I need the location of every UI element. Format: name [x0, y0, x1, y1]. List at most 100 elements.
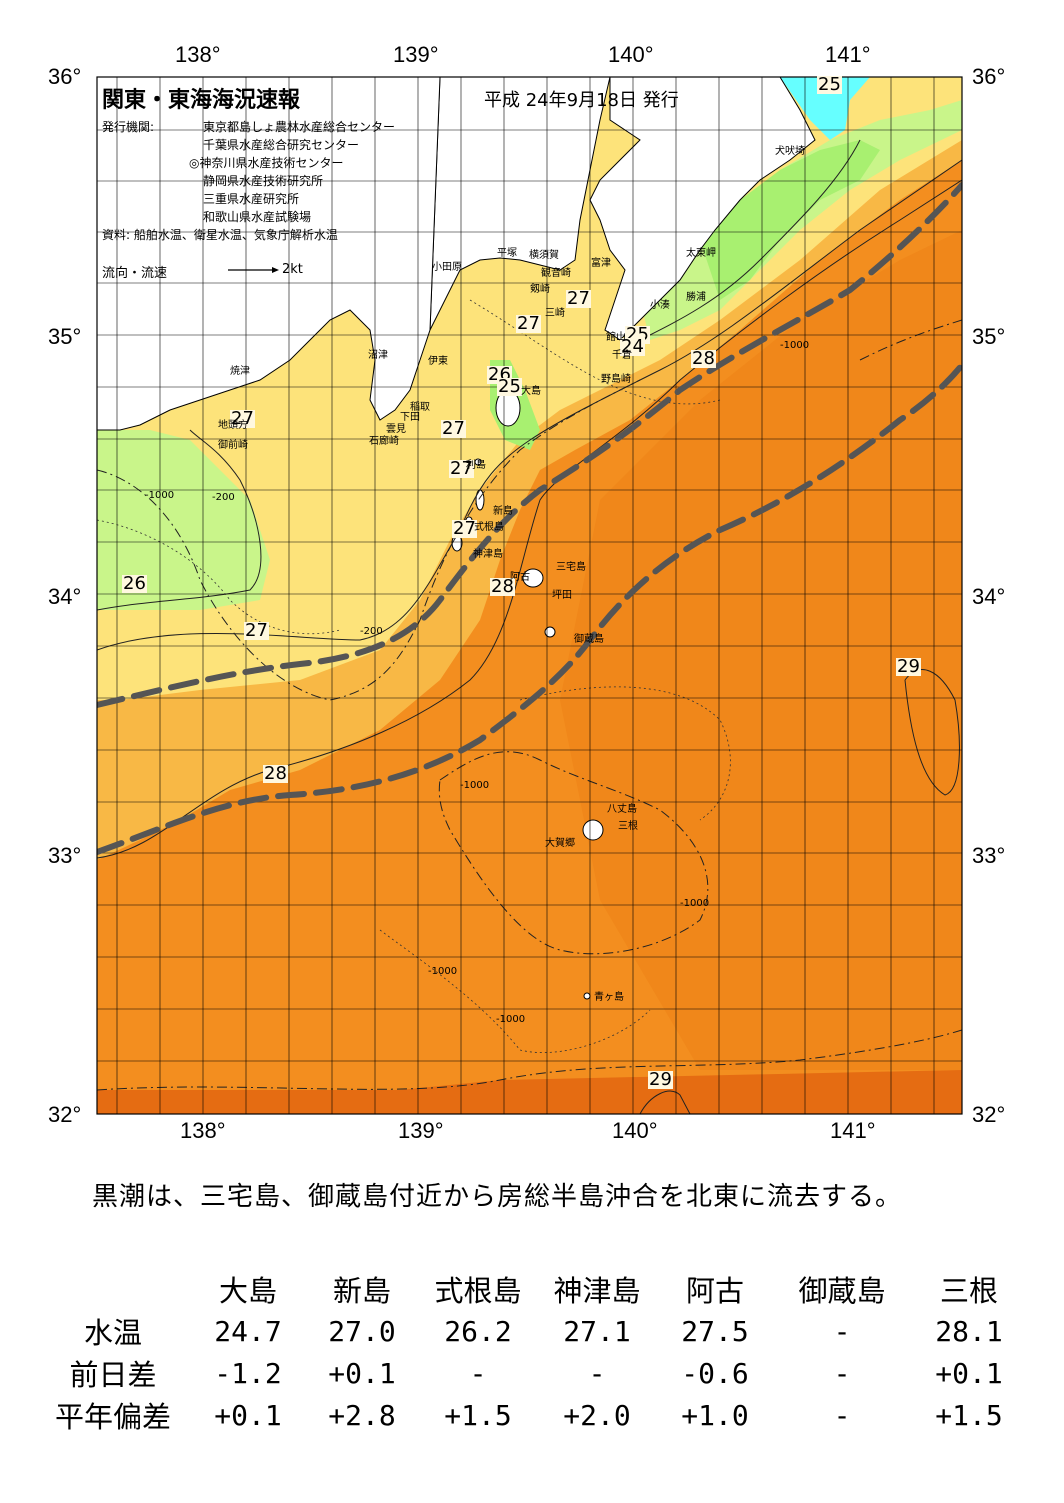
place-inubosaki: 犬吠埼	[775, 146, 805, 157]
flow-legend-scale: 2kt	[282, 262, 303, 277]
label-28-miyake: 28	[490, 576, 515, 597]
lat-left-33: 33°	[48, 843, 82, 868]
table-row: 水温 24.7 27.0 26.2 27.1 27.5 - 28.1	[38, 1310, 1030, 1352]
lat-left-34: 34°	[48, 584, 82, 609]
place-kannonzaki: 観音崎	[541, 268, 571, 279]
isotherm-29-east	[904, 669, 960, 796]
lat-left-35: 35°	[48, 324, 82, 349]
depth-label-1000-a: -1000	[145, 490, 175, 501]
label-25-north: 25	[817, 74, 842, 95]
cell: +1.5	[935, 1398, 1003, 1432]
row-label-normal-diff: 平年偏差	[54, 1400, 171, 1434]
place-omaezaki: 御前崎	[218, 440, 248, 451]
lat-right-34: 34°	[972, 584, 1006, 609]
label-24-boso: 24	[620, 336, 645, 357]
place-shimoda: 下田	[400, 412, 420, 423]
cell: 27.5	[681, 1314, 749, 1348]
depth-1000-south	[438, 751, 709, 955]
depth-1000-west	[97, 379, 641, 701]
island-toshima	[474, 458, 482, 466]
cell: 27.1	[563, 1314, 631, 1348]
depth-label-200-b: -200	[360, 626, 383, 637]
place-taitomisaki: 太東岬	[686, 248, 716, 259]
place-tateyama: 館山	[606, 332, 626, 343]
label-28-south: 28	[263, 763, 288, 784]
isotherm-25	[639, 139, 861, 341]
sea-temperature-map	[96, 76, 963, 1115]
depth-200-c	[519, 686, 731, 821]
lon-bottom-139: 139°	[398, 1118, 444, 1143]
issuer-1: 千葉県水産総合研究センター	[203, 138, 360, 152]
lon-top-138: 138°	[175, 42, 221, 67]
cell: +1.0	[681, 1398, 749, 1432]
place-shikinejima: 式根島	[474, 522, 504, 533]
place-chikyu: 地頭方	[218, 420, 248, 431]
place-kozushima: 神津島	[473, 549, 503, 560]
station-temperature-table: 大島 新島 式根島 神津島 阿古 御蔵島 三根 水温 24.7 27.0 26.…	[38, 1268, 1030, 1436]
cell: +0.1	[328, 1356, 396, 1390]
table-corner	[38, 1268, 188, 1310]
place-ako: 阿古	[510, 572, 530, 583]
lon-top-140: 140°	[608, 42, 654, 67]
label-29-bottom: 29	[648, 1069, 673, 1090]
kuroshio-axis-south	[97, 362, 962, 855]
kuroshio-summary: 黒潮は、三宅島、御蔵島付近から房総半島沖合を北東に流去する。	[92, 1182, 903, 1212]
header-kozushima: 神津島	[553, 1274, 641, 1308]
isotherm-27	[97, 159, 962, 651]
place-oshima: 大島	[521, 386, 541, 397]
place-tsurugizaki: 剱崎	[530, 284, 550, 295]
header-ako: 阿古	[685, 1274, 744, 1308]
place-kominato: 小湊	[650, 300, 670, 311]
lon-top-141: 141°	[825, 42, 871, 67]
cell: -	[833, 1398, 851, 1432]
island-miyakejima	[522, 568, 544, 588]
label-27-southwest: 27	[244, 620, 269, 641]
isotherm-26	[97, 429, 262, 611]
place-tsubota: 坪田	[552, 590, 572, 601]
place-numazu: 沼津	[368, 350, 388, 361]
cell: +0.1	[214, 1398, 282, 1432]
cell: -	[833, 1314, 851, 1348]
kuroshio-axis-north	[97, 182, 962, 708]
label-26-west: 26	[122, 573, 147, 594]
issuer-5: 和歌山県水産試験場	[203, 210, 312, 224]
place-ito: 伊東	[428, 356, 448, 367]
label-25-oshima: 25	[497, 376, 522, 397]
cell: +2.0	[563, 1398, 631, 1432]
island-hachijojima	[582, 819, 604, 841]
place-inatori: 稲取	[410, 402, 430, 413]
depth-label-200-a: -200	[212, 492, 235, 503]
row-label-water-temp: 水温	[83, 1316, 142, 1350]
table-row: 前日差 -1.2 +0.1 - - -0.6 - +0.1	[38, 1352, 1030, 1394]
place-mikomoto: 雲見	[386, 424, 406, 435]
place-miyakejima: 三宅島	[556, 562, 586, 573]
cell: -0.6	[681, 1356, 749, 1390]
place-niijima: 新島	[493, 506, 513, 517]
header-shikinejima: 式根島	[434, 1274, 522, 1308]
lat-right-35: 35°	[972, 324, 1006, 349]
label-27-izu-east: 27	[441, 418, 466, 439]
table-header-row: 大島 新島 式根島 神津島 阿古 御蔵島 三根	[38, 1268, 1030, 1310]
depth-label-1000-f: -1000	[780, 340, 810, 351]
place-futtsu: 富津	[591, 258, 611, 269]
depth-label-1000-b: -1000	[460, 780, 490, 791]
zone-25-26	[97, 430, 270, 610]
issuers-heading: 発行機関:	[102, 120, 155, 134]
place-misaki: 三崎	[545, 308, 565, 319]
depth-1000-bottom	[97, 1029, 962, 1091]
header-mitsune: 三根	[939, 1274, 998, 1308]
label-29-east: 29	[896, 656, 921, 677]
row-label-day-diff: 前日差	[69, 1358, 157, 1392]
island-aogashima	[583, 992, 591, 1000]
cell: -	[469, 1356, 487, 1390]
place-nojimazaki: 野島崎	[601, 374, 631, 385]
lat-right-36: 36°	[972, 64, 1006, 89]
issuer-4: 三重県水産研究所	[203, 192, 300, 206]
cell: 24.7	[214, 1314, 282, 1348]
place-odawara: 小田原	[432, 262, 462, 273]
map-title: 関東・東海海況速報	[102, 88, 301, 113]
flow-legend-label: 流向・流速	[102, 266, 168, 281]
data-sources: 資料: 船舶水温、衛星水温、気象庁解析水温	[102, 228, 338, 242]
label-27-toshima: 27	[449, 458, 474, 479]
place-chikura: 千倉	[612, 350, 632, 361]
